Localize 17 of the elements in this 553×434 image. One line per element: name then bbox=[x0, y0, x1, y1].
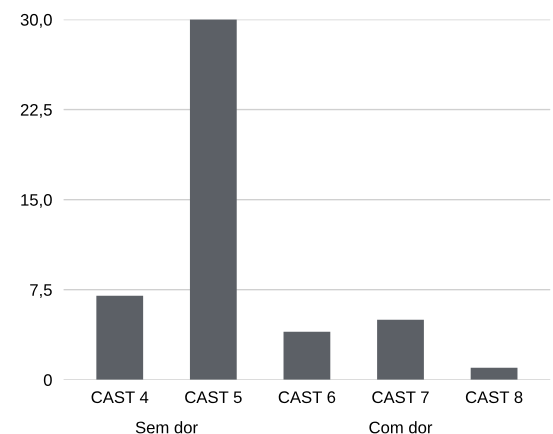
y-tick-label: 30,0 bbox=[20, 14, 52, 28]
y-tick-label: 15,0 bbox=[21, 194, 52, 208]
y-tick-label: 7,5 bbox=[30, 284, 52, 298]
x-tick-label: CAST 6 bbox=[278, 391, 336, 404]
y-tick-label: 0 bbox=[44, 374, 52, 386]
x-tick-label: CAST 8 bbox=[466, 391, 522, 404]
x-tick-label: CAST 4 bbox=[92, 391, 148, 404]
bar bbox=[377, 320, 424, 380]
bar bbox=[190, 20, 237, 380]
bar bbox=[284, 332, 330, 380]
x-tick-label: CAST 7 bbox=[372, 391, 429, 404]
bar bbox=[470, 368, 518, 380]
bar bbox=[96, 296, 144, 380]
text: Com dor bbox=[369, 421, 432, 434]
x-tick-label: CAST 5 bbox=[185, 391, 242, 404]
y-tick-label: 22,5 bbox=[20, 104, 52, 118]
text: Sem dor bbox=[136, 421, 198, 434]
